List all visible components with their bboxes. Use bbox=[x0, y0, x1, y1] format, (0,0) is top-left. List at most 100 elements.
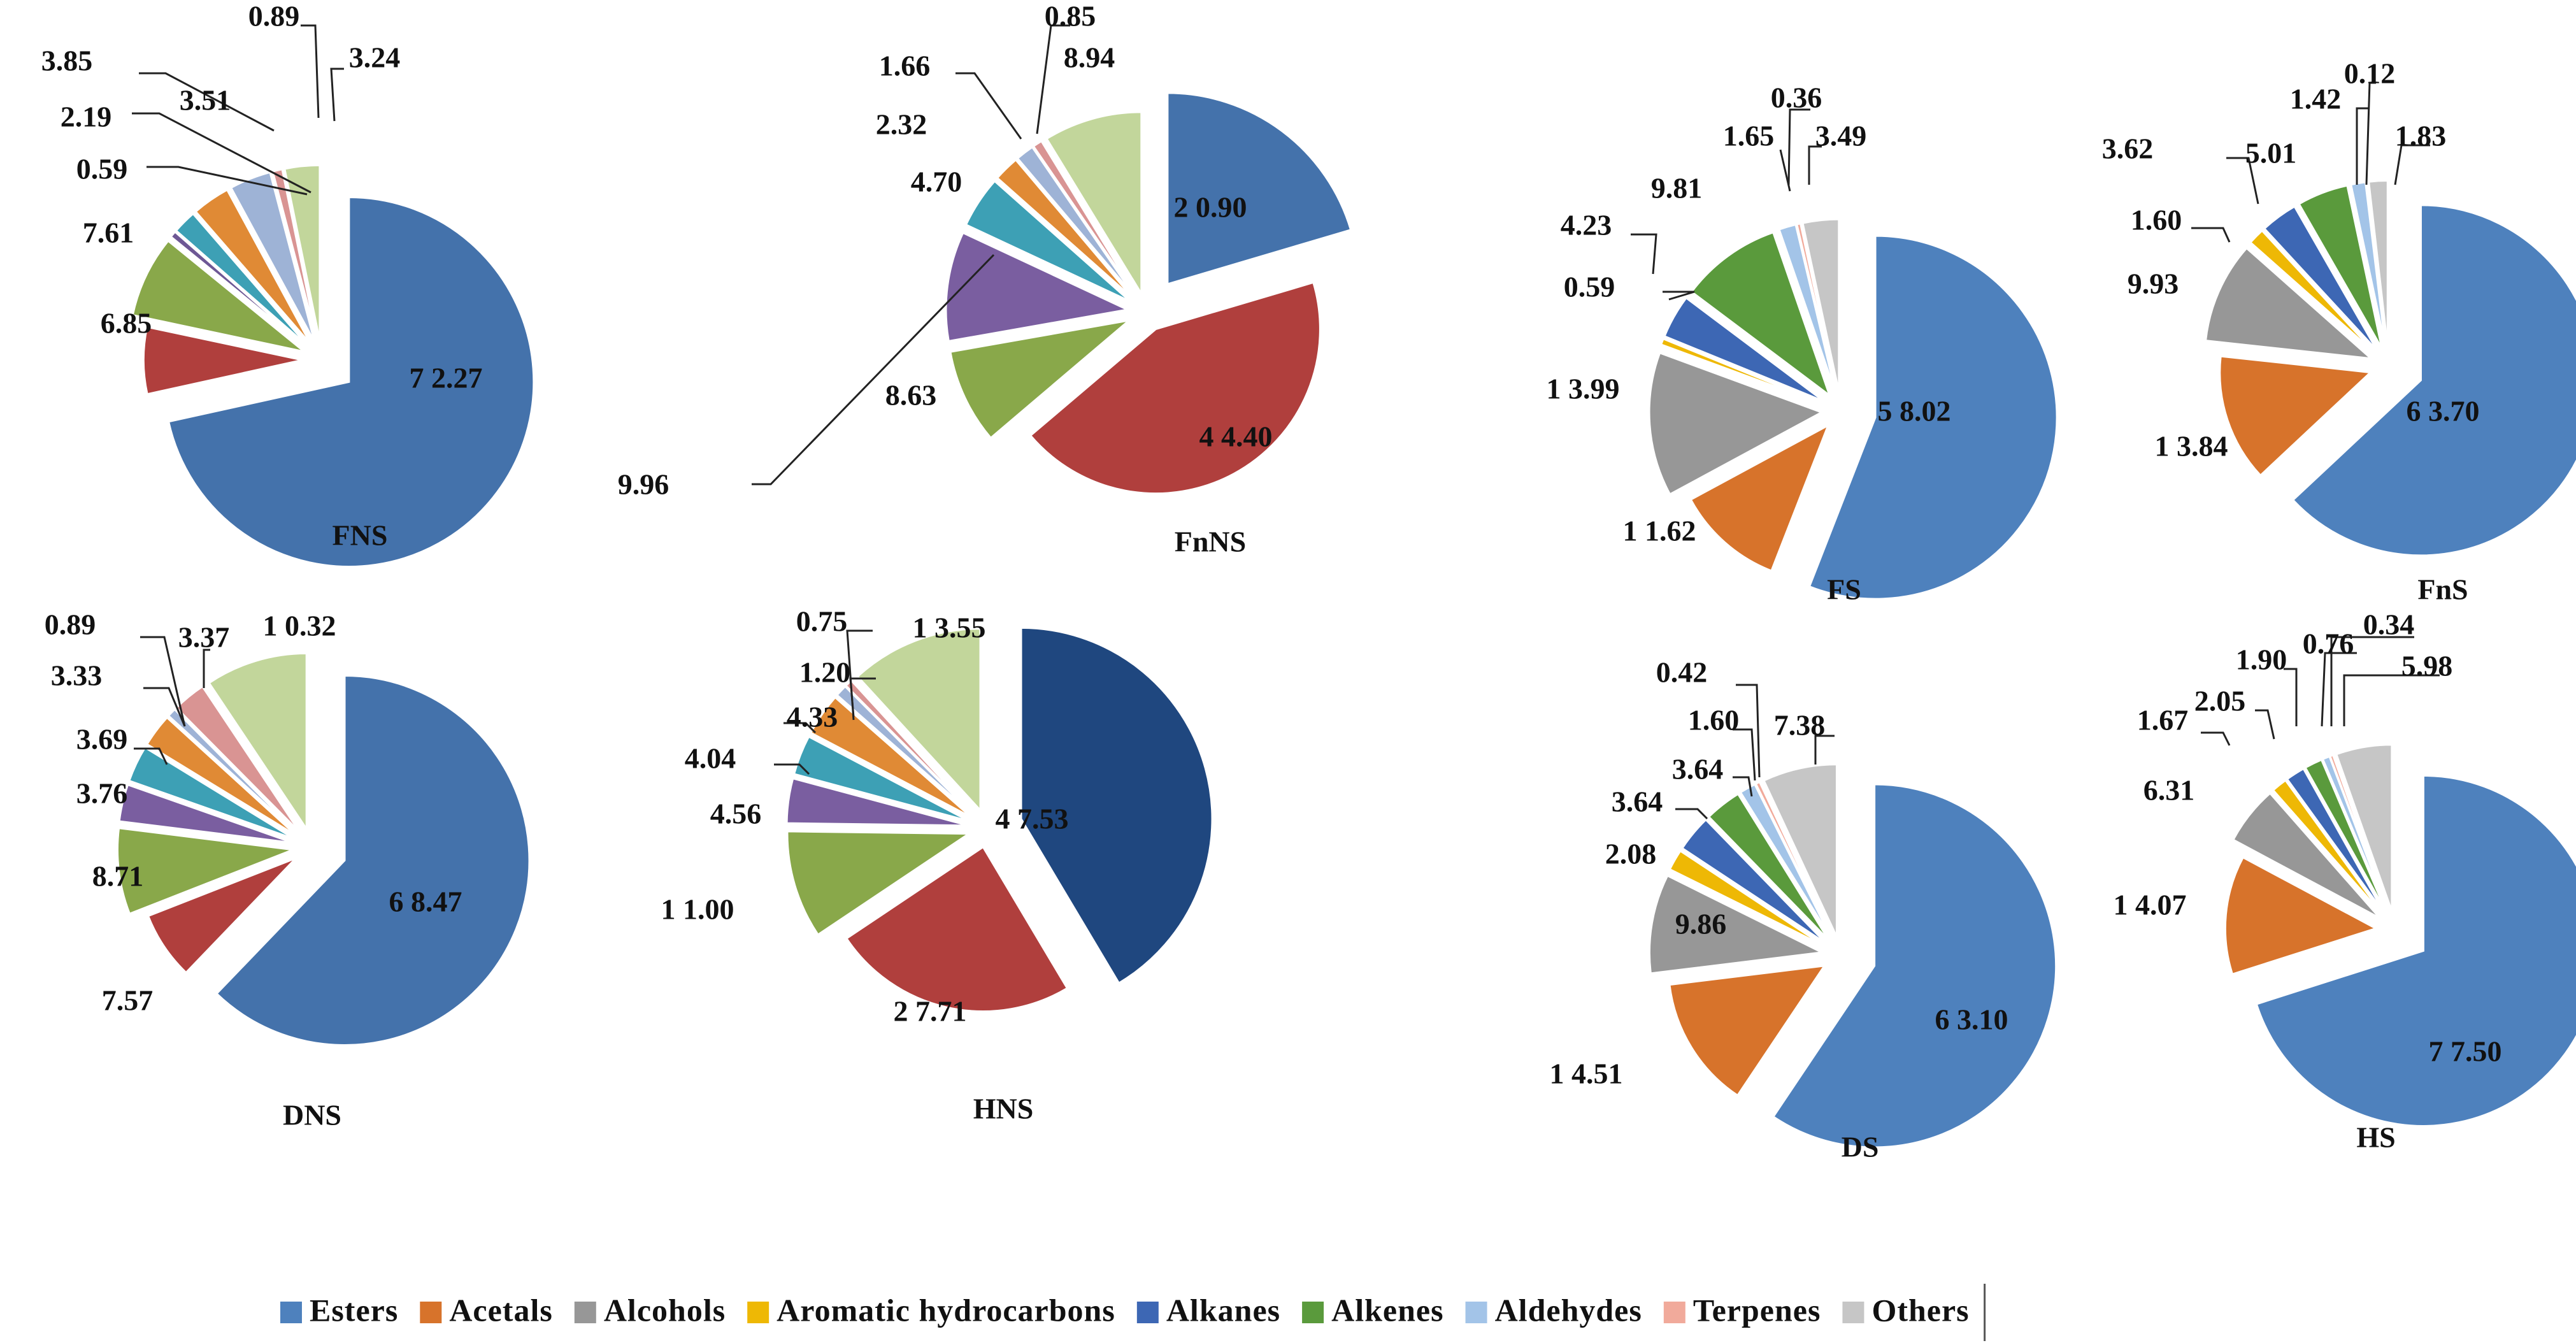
legend-label-alkanes: Alkanes bbox=[1166, 1292, 1280, 1328]
leader-line-others bbox=[2343, 674, 2440, 726]
data-label-alkanes: 3.76 bbox=[76, 777, 128, 810]
slice-others bbox=[1801, 218, 1840, 392]
slice-alcohols bbox=[1648, 351, 1824, 496]
slice-terpenes bbox=[1795, 222, 1838, 392]
slice-acetals-2 bbox=[194, 188, 312, 345]
slice-terpenes bbox=[2328, 754, 2390, 913]
slice-acetals-2 bbox=[145, 716, 297, 837]
data-label-aldehydes-2: 0.89 bbox=[45, 608, 96, 641]
data-label-alkanes: 4.23 bbox=[1561, 209, 1612, 241]
leader-line-alkanes bbox=[752, 254, 995, 485]
data-label-aldehydes: 4.04 bbox=[685, 742, 736, 775]
leader-line-aldehydes-2 bbox=[955, 72, 1022, 140]
slice-aromatic-hydrocarbons bbox=[2272, 779, 2384, 916]
chart-title-fns: FnS bbox=[2417, 573, 2468, 606]
leader-line-aromatic-hydrocarbons bbox=[2191, 227, 2231, 243]
pie-charts-group: 7 2.27 6.85 7.61 0.59 2.19 3.51 3.85 0.89 3.24 FN… bbox=[41, 0, 2576, 1163]
slice-others bbox=[2367, 180, 2389, 347]
slice-acetals bbox=[2224, 856, 2379, 976]
data-label-acetals: 2 7.71 bbox=[894, 995, 967, 1028]
legend-item-esters: Esters bbox=[280, 1292, 397, 1328]
leader-line-terpenes bbox=[301, 24, 320, 118]
data-label-esters: 2 0.90 bbox=[1174, 191, 1247, 224]
legend-item-alkanes: Alkanes bbox=[1136, 1292, 1280, 1328]
data-label-aldehydes: 1.42 bbox=[2290, 83, 2342, 115]
data-label-others: 7.38 bbox=[1774, 709, 1826, 742]
leader-line-others bbox=[1814, 735, 1835, 765]
legend: Esters Acetals Alcohols Aromatic hydrocarbo… bbox=[280, 1284, 1986, 1341]
slice-aromatic-hydrocarbons bbox=[2249, 229, 2376, 354]
data-label-aldehydes: 4.70 bbox=[911, 166, 962, 198]
data-label-terpenes: 0.89 bbox=[248, 0, 300, 32]
slice-aldehydes-2 bbox=[229, 171, 316, 343]
slice-terpenes bbox=[1032, 140, 1137, 297]
slice-acetals bbox=[2219, 355, 2373, 477]
slice-alkanes bbox=[1680, 818, 1827, 944]
data-label-alcohols: 6.31 bbox=[2143, 774, 2195, 807]
data-label-aldehydes-2: 1.20 bbox=[799, 656, 851, 689]
leader-line-alkanes bbox=[1675, 808, 1708, 820]
slice-others bbox=[1045, 111, 1143, 298]
slice-alkenes bbox=[1690, 231, 1832, 398]
chart-title-hs: HS bbox=[2356, 1121, 2395, 1154]
data-label-aldehydes: 1.65 bbox=[1723, 120, 1775, 152]
pie-chart-dns: 6 8.47 7.57 8.71 3.76 3.69 3.33 0.89 3.37 1 0.32… bbox=[45, 608, 531, 1131]
leader-line-alkenes bbox=[1733, 776, 1753, 797]
legend-swatch-alkenes bbox=[1302, 1302, 1324, 1323]
slice-alkenes bbox=[949, 319, 1133, 440]
pie-chart-ds: 6 3.10 1 4.51 9.86 2.08 3.64 3.64 1.60 0.42 7.38… bbox=[1550, 656, 2057, 1163]
data-label-aromatic-hydrocarbons: 1.60 bbox=[2131, 204, 2182, 236]
data-label-acetals-2: 3.33 bbox=[51, 659, 103, 692]
slice-aldehydes bbox=[175, 212, 309, 347]
slice-aldehydes bbox=[127, 746, 296, 840]
slice-alkanes bbox=[945, 231, 1131, 343]
data-label-acetals: 1 3.84 bbox=[2155, 430, 2228, 463]
slice-acetals bbox=[1668, 964, 1827, 1097]
slice-acetals bbox=[845, 845, 1069, 1012]
data-label-acetals: 1 4.51 bbox=[1550, 1058, 1623, 1090]
data-label-esters: 6 3.10 bbox=[1935, 1003, 2008, 1036]
legend-item-terpenes: Terpenes bbox=[1663, 1292, 1820, 1328]
legend-swatch-acetals bbox=[420, 1302, 442, 1323]
data-label-acetals: 7.57 bbox=[102, 984, 154, 1017]
data-label-alcohols: 9.86 bbox=[1675, 908, 1727, 940]
leader-line-acetals-2 bbox=[784, 722, 817, 734]
leader-line-acetals-2 bbox=[143, 687, 186, 727]
data-label-alkanes: 2.05 bbox=[2194, 685, 2246, 717]
data-label-alcohols: 1 3.99 bbox=[1547, 373, 1620, 405]
leader-line-terpenes bbox=[2365, 82, 2376, 185]
leader-line-others bbox=[1808, 145, 1822, 185]
data-label-esters: 7 2.27 bbox=[410, 362, 483, 394]
data-label-alkenes: 7.61 bbox=[83, 217, 134, 249]
slice-others bbox=[208, 652, 308, 832]
legend-swatch-aromatic-hydrocarbons bbox=[747, 1302, 769, 1323]
data-label-alkanes: 9.96 bbox=[618, 468, 669, 501]
leader-line-aromatic-hydrocarbons bbox=[2201, 731, 2231, 746]
slice-alcohols bbox=[2231, 791, 2381, 919]
slice-others bbox=[856, 628, 982, 813]
data-label-aldehydes-2: 3.85 bbox=[41, 45, 93, 77]
data-label-others: 1 0.32 bbox=[263, 610, 336, 642]
leader-line-others bbox=[2394, 144, 2430, 185]
slice-esters bbox=[2291, 204, 2576, 557]
slice-acetals bbox=[1029, 281, 1321, 495]
leader-line-alkanes bbox=[147, 166, 308, 196]
pie-chart-fns: 7 2.27 6.85 7.61 0.59 2.19 3.51 3.85 0.89 3.24 FN… bbox=[41, 0, 535, 568]
data-label-alkanes: 4.56 bbox=[710, 798, 762, 830]
slice-acetals bbox=[1689, 423, 1830, 572]
chart-title-hns: HNS bbox=[973, 1093, 1034, 1125]
leader-line-terpenes bbox=[2330, 636, 2414, 726]
data-label-aldehydes: 3.69 bbox=[76, 723, 128, 756]
slice-aromatic-hydrocarbons bbox=[1668, 849, 1825, 947]
slice-alkanes bbox=[1663, 296, 1825, 403]
data-label-esters: 5 8.02 bbox=[1878, 395, 1951, 427]
legend-swatch-terpenes bbox=[1663, 1302, 1685, 1323]
data-label-aldehydes: 1.60 bbox=[1688, 704, 1740, 736]
slice-aldehydes-2 bbox=[167, 708, 299, 835]
data-label-alkenes: 8.71 bbox=[92, 860, 144, 893]
data-label-others: 3.49 bbox=[1815, 120, 1867, 152]
leader-line-aldehydes bbox=[2356, 107, 2370, 185]
legend-label-alcohols: Alcohols bbox=[604, 1292, 726, 1328]
data-label-terpenes: 0.12 bbox=[2344, 57, 2396, 90]
